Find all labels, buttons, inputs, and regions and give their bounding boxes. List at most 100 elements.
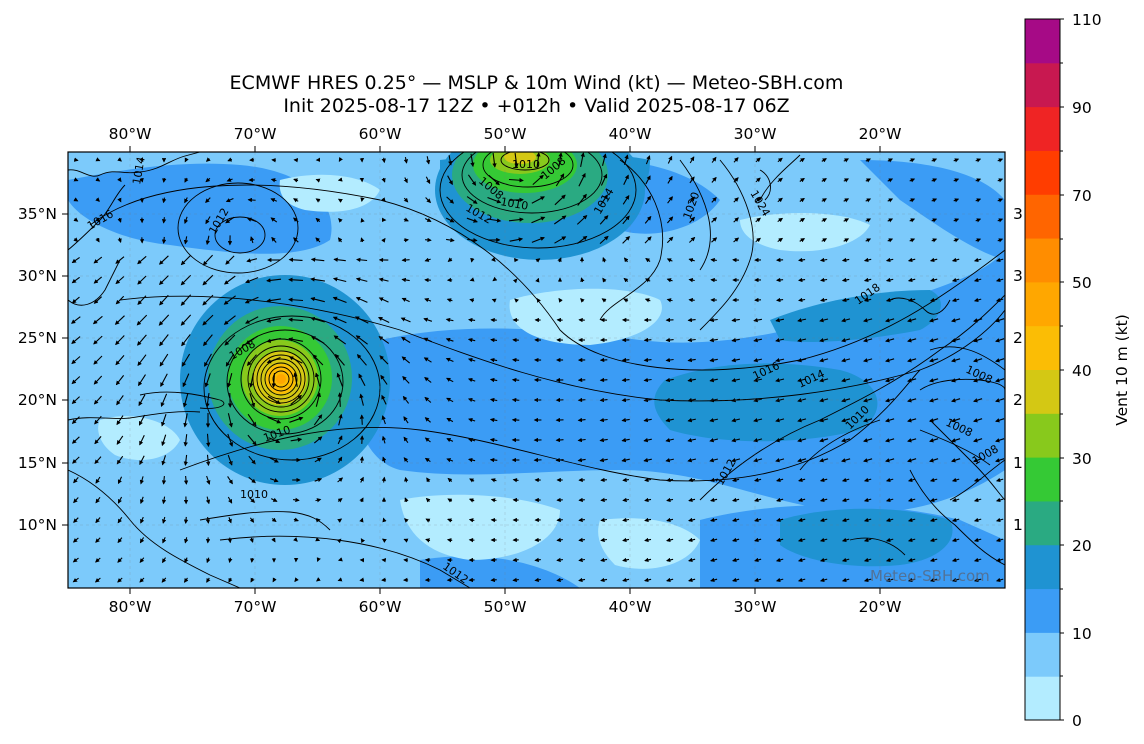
wind-arrow xyxy=(466,217,478,223)
wind-arrow xyxy=(534,557,541,563)
wind-arrow xyxy=(423,337,433,343)
wind-arrow xyxy=(469,298,475,303)
wind-arrow xyxy=(468,498,475,503)
wind-arrow xyxy=(115,276,125,285)
wind-arrow xyxy=(355,297,368,303)
wind-arrow xyxy=(356,354,367,366)
wind-arrow xyxy=(532,174,544,186)
colorbar-band xyxy=(1025,676,1060,721)
wind-arrow xyxy=(336,372,344,387)
wind-arrow xyxy=(687,397,696,403)
wind-arrow xyxy=(621,437,630,443)
wind-arrow xyxy=(775,337,785,343)
wind-arrow xyxy=(337,498,343,503)
wind-arrow xyxy=(907,537,916,543)
wind-arrow xyxy=(887,178,894,183)
wind-arrow xyxy=(709,417,719,423)
wind-arrow xyxy=(666,236,674,244)
wind-arrow xyxy=(710,477,718,483)
wind-arrow xyxy=(951,438,961,443)
wind-arrow xyxy=(381,157,386,164)
wind-arrow xyxy=(446,298,453,303)
wind-arrow xyxy=(599,235,609,245)
wind-arrow xyxy=(731,437,741,443)
wind-arrow xyxy=(841,517,850,523)
wind-arrow xyxy=(269,457,279,463)
wind-arrow xyxy=(205,454,211,467)
wind-arrow xyxy=(249,393,256,408)
wind-arrow xyxy=(267,416,282,424)
wind-arrow xyxy=(929,557,938,563)
wind-arrow xyxy=(754,517,762,523)
wind-arrow xyxy=(266,356,281,364)
wind-arrow xyxy=(995,477,1004,483)
wind-arrow xyxy=(688,497,696,503)
wind-arrow xyxy=(404,497,409,503)
wind-arrow xyxy=(929,577,938,583)
wind-arrow xyxy=(797,577,806,583)
wind-arrow xyxy=(732,477,740,483)
wind-arrow xyxy=(688,517,696,523)
wind-arrow xyxy=(403,436,409,444)
wind-arrow xyxy=(644,577,652,583)
wind-arrow xyxy=(953,238,960,243)
wind-arrow xyxy=(162,177,167,183)
wind-arrow xyxy=(403,538,409,543)
wind-arrow xyxy=(138,414,146,426)
colorbar-band xyxy=(1025,19,1060,64)
wind-arrow xyxy=(205,157,211,162)
wind-arrow xyxy=(689,176,695,184)
wind-arrow xyxy=(71,316,81,324)
wind-arrow xyxy=(184,177,189,183)
wind-arrow xyxy=(71,356,81,365)
wind-arrow xyxy=(310,277,325,282)
wind-arrow xyxy=(355,277,368,282)
wind-arrow xyxy=(819,577,828,583)
wind-arrow xyxy=(403,156,409,164)
wind-arrow xyxy=(162,557,167,564)
wind-arrow xyxy=(117,177,122,183)
wind-arrow xyxy=(181,334,191,347)
wind-arrow xyxy=(711,237,718,243)
wind-arrow xyxy=(775,378,785,383)
wind-arrow xyxy=(755,177,761,183)
wind-arrow xyxy=(907,477,916,483)
wind-arrow xyxy=(710,577,718,583)
wind-arrow xyxy=(623,154,629,165)
wind-arrow xyxy=(841,297,850,303)
wind-arrow xyxy=(710,497,718,503)
wind-arrow xyxy=(600,557,608,563)
wind-arrow xyxy=(445,317,454,323)
chart-title: ECMWF HRES 0.25° — MSLP & 10m Wind (kt) … xyxy=(229,72,844,94)
wind-arrow xyxy=(951,458,961,463)
wind-arrow xyxy=(206,557,211,564)
wind-arrow xyxy=(205,496,211,505)
wind-arrow xyxy=(997,218,1004,223)
colorbar-band xyxy=(1025,632,1060,677)
wind-arrow xyxy=(137,255,147,265)
wind-arrow xyxy=(973,297,982,303)
wind-arrow xyxy=(995,458,1005,463)
lat-tick-left: 15°N xyxy=(17,454,57,472)
wind-arrow xyxy=(205,393,210,408)
wind-arrow xyxy=(820,297,828,303)
wind-arrow xyxy=(117,476,123,485)
wind-arrow xyxy=(776,537,784,543)
wind-arrow xyxy=(161,434,167,447)
wind-arrow xyxy=(468,317,476,323)
wind-arrow xyxy=(754,477,762,483)
wind-arrow xyxy=(489,417,498,423)
colorbar-band xyxy=(1025,457,1060,502)
wind-arrow xyxy=(536,297,541,303)
wind-arrow xyxy=(95,177,101,182)
wind-arrow xyxy=(266,298,281,303)
wind-arrow xyxy=(622,557,630,563)
wind-arrow xyxy=(907,257,916,263)
wind-arrow xyxy=(863,398,873,403)
colorbar-tick-label: 20 xyxy=(1072,537,1092,555)
lon-tick-top: 50°W xyxy=(483,125,527,143)
wind-arrow xyxy=(180,255,191,266)
wind-arrow xyxy=(601,298,607,303)
wind-arrow xyxy=(821,238,828,243)
graticule xyxy=(68,152,1005,588)
